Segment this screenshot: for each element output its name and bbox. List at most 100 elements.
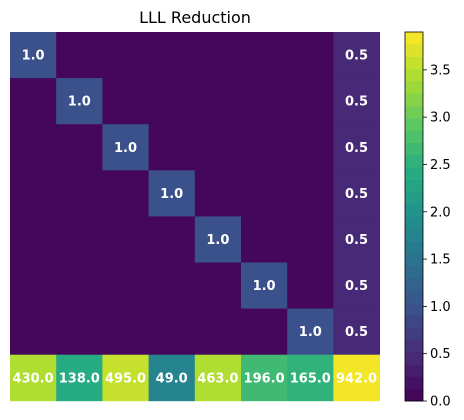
heatmap-cell: [241, 354, 288, 402]
heatmap-cell: [194, 124, 242, 171]
colorbar-segment: [405, 302, 423, 316]
heatmap-cell: [194, 78, 242, 125]
colorbar-segment: [405, 290, 423, 303]
heatmap-cell: [10, 262, 57, 309]
colorbar-segment: [405, 241, 423, 254]
colorbar-tick-label: 1.5: [430, 253, 451, 268]
heatmap-cell: [148, 262, 196, 309]
colorbar-segment: [405, 32, 423, 45]
heatmap-cell: [241, 262, 288, 309]
cell-value-label: 138.0: [59, 371, 100, 386]
colorbar-segment: [405, 204, 423, 217]
heatmap-cell: [333, 262, 380, 309]
colorbar-segment: [405, 56, 423, 70]
heatmap-cell: [56, 262, 103, 309]
colorbar-segment: [405, 130, 423, 143]
colorbar-tick-label: 2.5: [430, 158, 451, 173]
colorbar-segment: [405, 142, 423, 156]
cell-value-label: 49.0: [156, 371, 188, 386]
colorbar: 0.0 0.5 1.0 1.5 2.0 2.5 3.0 3.5: [404, 31, 451, 410]
heatmap-cell: [10, 32, 57, 79]
cell-value-label: 495.0: [105, 371, 146, 386]
heatmap-cell: [241, 308, 288, 356]
colorbar-segment: [405, 388, 423, 402]
heatmap-cell: [287, 354, 334, 402]
heatmap-cell: [56, 78, 103, 125]
heatmap-cell: [241, 32, 288, 79]
heatmap-cell: [194, 354, 242, 402]
heatmap-cell: [56, 308, 103, 356]
heatmap-cell: [333, 32, 380, 79]
heatmap-cell: [333, 354, 380, 402]
heatmap-cell: [148, 78, 196, 125]
heatmap-cell: [10, 78, 57, 125]
colorbar-segment: [405, 376, 423, 389]
heatmap-cell: [102, 216, 149, 263]
cell-value-label: 0.5: [345, 187, 368, 202]
cell-value-label: 1.0: [160, 187, 183, 202]
heatmap-cell: [241, 170, 288, 217]
colorbar-segment: [405, 93, 423, 107]
cell-value-label: 0.5: [345, 233, 368, 248]
heatmap-cell: [56, 354, 103, 402]
colorbar-segment: [405, 118, 423, 131]
cell-value-label: 0.5: [345, 279, 368, 294]
cell-value-label: 942.0: [336, 371, 377, 386]
heatmap-cell: [287, 78, 334, 125]
heatmap-cell: [333, 308, 380, 356]
colorbar-segment: [405, 314, 423, 328]
cell-value-label: 430.0: [13, 371, 54, 386]
heatmap-cell: [10, 170, 57, 217]
heatmap-cell: [148, 308, 196, 356]
heatmap-cell: [56, 124, 103, 171]
colorbar-segment: [405, 253, 423, 266]
heatmap-cell: [333, 216, 380, 263]
colorbar-segment: [405, 327, 423, 340]
chart-title: LLL Reduction: [139, 8, 251, 27]
heatmap-cell: [287, 216, 334, 263]
colorbar-segment: [405, 351, 423, 365]
heatmap-cell: [333, 78, 380, 125]
colorbar-tick-label: 0.0: [430, 395, 451, 410]
heatmap-cell: [241, 124, 288, 171]
heatmap-cell: [102, 78, 149, 125]
cell-value-label: 1.0: [206, 233, 229, 248]
heatmap-cell-labels: 1.0 0.5 1.0 0.5 1.0 0.5 1.0 0.5 1.0 0.5 1.0 0.5 1.0 0…: [13, 49, 378, 387]
cell-value-label: 196.0: [244, 371, 285, 386]
colorbar-segment: [405, 216, 423, 230]
heatmap-cell: [56, 170, 103, 217]
cell-value-label: 1.0: [22, 49, 45, 64]
heatmap-cell: [194, 308, 242, 356]
heatmap-cell: [102, 262, 149, 309]
heatmap-cell: [287, 32, 334, 79]
heatmap-cell: [287, 124, 334, 171]
heatmap-cell: [287, 262, 334, 309]
heatmap-cell: [56, 216, 103, 263]
heatmap-cell: [10, 308, 57, 356]
colorbar-segment: [405, 179, 423, 193]
heatmap-cell: [287, 308, 334, 356]
colorbar-segment: [405, 68, 423, 82]
cell-value-label: 0.5: [345, 49, 368, 64]
heatmap-cells: [10, 32, 380, 402]
heatmap-cell: [333, 124, 380, 171]
heatmap-cell: [287, 170, 334, 217]
cell-value-label: 1.0: [253, 279, 276, 294]
heatmap-cell: [102, 124, 149, 171]
colorbar-segment: [405, 364, 423, 377]
heatmap-cell: [10, 354, 57, 402]
colorbar-segment: [405, 155, 423, 168]
cell-value-label: 1.0: [114, 141, 137, 156]
cell-value-label: 1.0: [68, 95, 91, 110]
cell-value-label: 165.0: [290, 371, 331, 386]
heatmap-cell: [102, 308, 149, 356]
heatmap-cell: [148, 170, 196, 217]
colorbar-tick-label: 2.0: [430, 205, 451, 220]
colorbar-segment: [405, 278, 423, 291]
heatmap-cell: [194, 216, 242, 263]
heatmap-cell: [102, 170, 149, 217]
heatmap-cell: [241, 78, 288, 125]
heatmap-cell: [194, 170, 242, 217]
colorbar-segment: [405, 191, 423, 205]
